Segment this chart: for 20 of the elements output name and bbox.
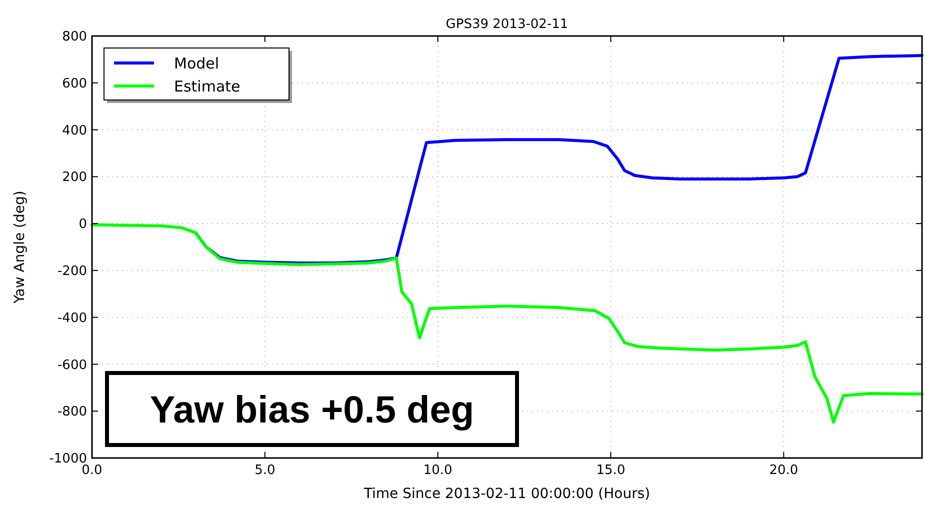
y-tick-label: 0 [78, 217, 87, 232]
x-tick-label: 10.0 [423, 463, 452, 478]
y-axis-title: Yaw Angle (deg) [12, 190, 28, 304]
legend-label: Model [174, 54, 220, 72]
x-axis-title: Time Since 2013-02-11 00:00:00 (Hours) [362, 486, 650, 502]
y-tick-label: 600 [62, 76, 87, 92]
chart-title: GPS39 2013-02-11 [446, 17, 568, 32]
y-tick-label: -400 [57, 310, 87, 326]
y-tick-label: 200 [62, 170, 87, 186]
x-tick-label: 15.0 [596, 463, 626, 478]
legend-label: Estimate [174, 77, 240, 96]
y-tick-label: -800 [57, 404, 87, 420]
annotation: Yaw bias +0.5 deg [150, 389, 474, 432]
y-tick-label: -200 [57, 264, 87, 279]
x-tick-label: 0.0 [82, 463, 102, 478]
y-tick-label: -600 [57, 358, 87, 373]
x-tick-label: 5.0 [254, 463, 276, 478]
y-tick-label: 400 [62, 123, 87, 138]
y-tick-label: 800 [62, 30, 87, 45]
x-tick-label: 20.0 [769, 463, 798, 478]
